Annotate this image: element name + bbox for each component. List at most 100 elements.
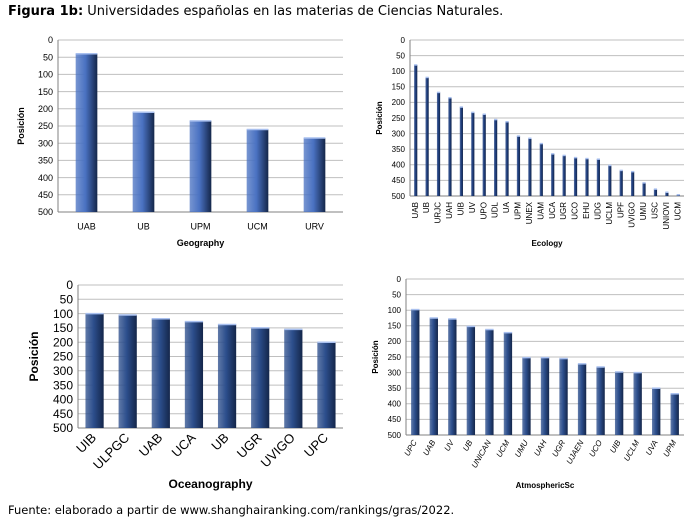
y-tick-label: 200 bbox=[53, 335, 73, 349]
y-tick-label: 300 bbox=[388, 368, 402, 377]
x-tick-label: URV bbox=[305, 222, 324, 232]
y-tick-label: 100 bbox=[38, 70, 53, 80]
x-tick-label: UVA bbox=[644, 439, 660, 457]
bar-uah bbox=[448, 97, 452, 196]
y-tick-label: 150 bbox=[38, 87, 53, 97]
x-tick-label: UA bbox=[502, 201, 511, 213]
x-tick-label: UVIGO bbox=[258, 430, 298, 470]
bar-uva bbox=[652, 388, 661, 435]
x-tick-label: UPM bbox=[191, 222, 211, 232]
bar-uca bbox=[551, 153, 555, 196]
bar-uv bbox=[471, 112, 475, 196]
bar-uclm bbox=[608, 165, 612, 196]
bar-ub bbox=[132, 112, 155, 212]
x-tick-label: UDG bbox=[593, 202, 602, 220]
bar-upm bbox=[670, 393, 679, 435]
x-tick-label: UCM bbox=[247, 222, 268, 232]
y-tick-label: 100 bbox=[53, 307, 73, 321]
y-tick-label: 400 bbox=[392, 161, 406, 170]
x-tick-label: UCA bbox=[168, 430, 198, 460]
bar-uib bbox=[614, 371, 624, 435]
y-tick-label: 0 bbox=[66, 278, 73, 292]
y-tick-label: 400 bbox=[388, 400, 402, 409]
x-tick-label: UJAEN bbox=[565, 438, 586, 465]
x-tick-label: UCLM bbox=[605, 202, 614, 225]
bar-uab bbox=[429, 318, 438, 435]
y-tick-label: 300 bbox=[392, 129, 406, 138]
bar-uca bbox=[184, 321, 204, 428]
y-tick-label: 450 bbox=[38, 190, 53, 200]
x-axis-title: AtmosphericSc bbox=[516, 481, 575, 490]
y-tick-label: 450 bbox=[392, 176, 406, 185]
y-tick-label: 0 bbox=[397, 275, 402, 284]
chart-ecology: 0 50 100 150 200 250 300 350 400 450 500 UAB UB URJC U… bbox=[366, 32, 688, 257]
bar-uam bbox=[539, 143, 543, 196]
bar-urv bbox=[303, 138, 326, 212]
x-tick-label: ULPGC bbox=[90, 430, 132, 472]
bar-uab bbox=[75, 53, 98, 212]
y-tick-label: 350 bbox=[53, 378, 73, 392]
bar-uab bbox=[414, 64, 418, 197]
y-tick-label: 150 bbox=[53, 321, 73, 335]
x-tick-label: UPC bbox=[403, 438, 419, 457]
x-tick-label: UAH bbox=[532, 438, 548, 457]
y-tick-label: 450 bbox=[388, 415, 402, 424]
x-tick-label: UPC bbox=[301, 430, 331, 460]
figure-caption: Universidades españolas en las materias … bbox=[83, 4, 504, 19]
x-tick-label: UMU bbox=[639, 202, 648, 220]
x-tick-label: UIB bbox=[608, 438, 623, 455]
bar-ub bbox=[466, 326, 476, 435]
x-tick-label: UAM bbox=[536, 202, 545, 220]
y-tick-label: 100 bbox=[392, 67, 406, 76]
chart-atmosphericsc: 0 50 100 150 200 250 300 350 400 450 500 UPC UAB UV UB… bbox=[366, 270, 688, 495]
bar-unex bbox=[528, 138, 532, 196]
bar-uvigo bbox=[284, 329, 303, 428]
bar-uab bbox=[151, 318, 170, 428]
bar-upc bbox=[411, 309, 420, 435]
x-tick-label: UCO bbox=[571, 202, 580, 220]
y-tick-label: 300 bbox=[38, 138, 53, 148]
x-tick-label: UAB bbox=[77, 222, 96, 232]
x-tick-label: UIB bbox=[73, 430, 99, 456]
bar-upm bbox=[189, 120, 212, 212]
bar-ua bbox=[505, 121, 509, 196]
bar-urjc bbox=[436, 92, 441, 196]
chart-geography: 0 50 100 150 200 250 300 350 400 450 500 UAB UB UPM UC… bbox=[8, 32, 348, 257]
bar-udl bbox=[494, 119, 498, 196]
chart-oceanography: 0 50 100 150 200 250 300 350 400 450 500 UIB ULPGC UA… bbox=[8, 270, 348, 495]
x-tick-label: UAB bbox=[411, 202, 420, 218]
bar-ucm bbox=[246, 129, 269, 212]
x-tick-label: UPM bbox=[514, 202, 523, 220]
bar-ehu bbox=[585, 158, 589, 196]
bar-uv bbox=[448, 318, 457, 435]
y-tick-label: 50 bbox=[392, 290, 401, 299]
x-tick-label: UCO bbox=[587, 439, 604, 459]
x-tick-label: UCA bbox=[548, 201, 557, 219]
bar-ub bbox=[217, 324, 237, 428]
bar-ulpgc bbox=[118, 315, 137, 428]
x-tick-label: EHU bbox=[582, 202, 591, 219]
bar-uniovi bbox=[665, 192, 669, 196]
y-tick-label: 250 bbox=[53, 350, 73, 364]
y-axis-title: Posición bbox=[27, 331, 41, 381]
y-tick-label: 200 bbox=[38, 104, 53, 114]
y-tick-label: 150 bbox=[388, 322, 402, 331]
y-tick-label: 400 bbox=[38, 173, 53, 183]
y-tick-label: 300 bbox=[53, 364, 73, 378]
y-tick-label: 250 bbox=[38, 121, 53, 131]
y-axis-title: Posición bbox=[371, 340, 380, 373]
x-tick-label: UB bbox=[137, 222, 150, 232]
x-axis-title: Oceanography bbox=[168, 477, 252, 491]
y-tick-label: 250 bbox=[392, 114, 406, 123]
bar-uah bbox=[540, 357, 550, 435]
y-tick-label: 500 bbox=[53, 421, 73, 435]
bar-uco bbox=[596, 366, 605, 435]
x-tick-label: UB bbox=[422, 202, 431, 213]
y-tick-label: 250 bbox=[388, 353, 402, 362]
bar-upm bbox=[516, 136, 521, 196]
y-tick-label: 0 bbox=[48, 35, 53, 45]
bar-unican bbox=[485, 329, 494, 435]
